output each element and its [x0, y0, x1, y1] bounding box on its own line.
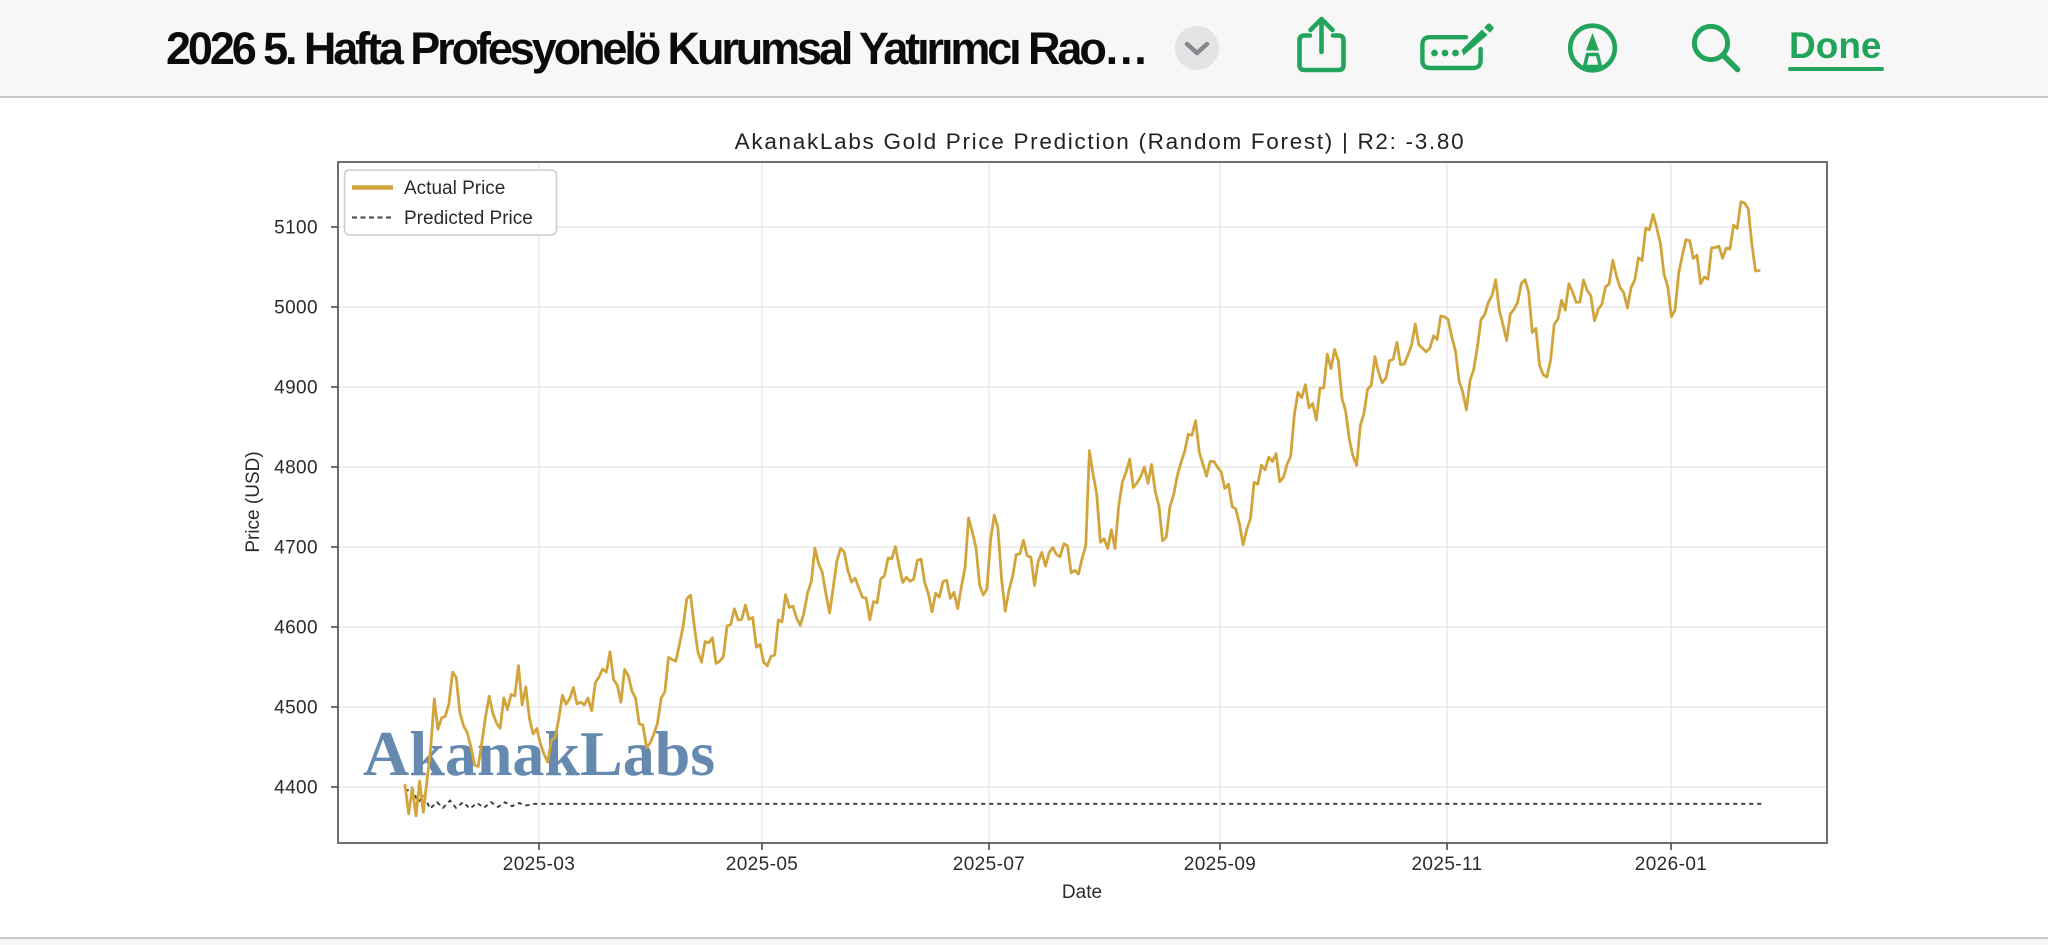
svg-text:2025-11: 2025-11 — [1411, 854, 1482, 875]
svg-text:2025-05: 2025-05 — [726, 854, 799, 875]
svg-text:2026-01: 2026-01 — [1635, 854, 1708, 875]
svg-text:5000: 5000 — [274, 298, 318, 319]
svg-text:4700: 4700 — [274, 538, 318, 559]
svg-text:AkanakLabs Gold Price Predicti: AkanakLabs Gold Price Prediction (Random… — [735, 129, 1466, 154]
svg-text:4900: 4900 — [274, 378, 318, 399]
svg-text:Date: Date — [1062, 882, 1102, 903]
svg-text:Actual Price: Actual Price — [404, 178, 505, 199]
svg-text:2025-09: 2025-09 — [1184, 854, 1257, 875]
svg-text:AkanakLabs: AkanakLabs — [363, 718, 715, 789]
svg-text:4400: 4400 — [274, 778, 318, 799]
svg-text:2025-07: 2025-07 — [953, 854, 1026, 875]
svg-text:2025-03: 2025-03 — [503, 854, 576, 875]
svg-text:Price (USD): Price (USD) — [243, 451, 264, 552]
svg-text:5100: 5100 — [274, 218, 318, 239]
svg-text:4600: 4600 — [274, 618, 318, 639]
svg-text:4800: 4800 — [274, 458, 318, 479]
svg-text:Predicted Price: Predicted Price — [404, 208, 533, 229]
svg-text:4500: 4500 — [274, 698, 318, 719]
